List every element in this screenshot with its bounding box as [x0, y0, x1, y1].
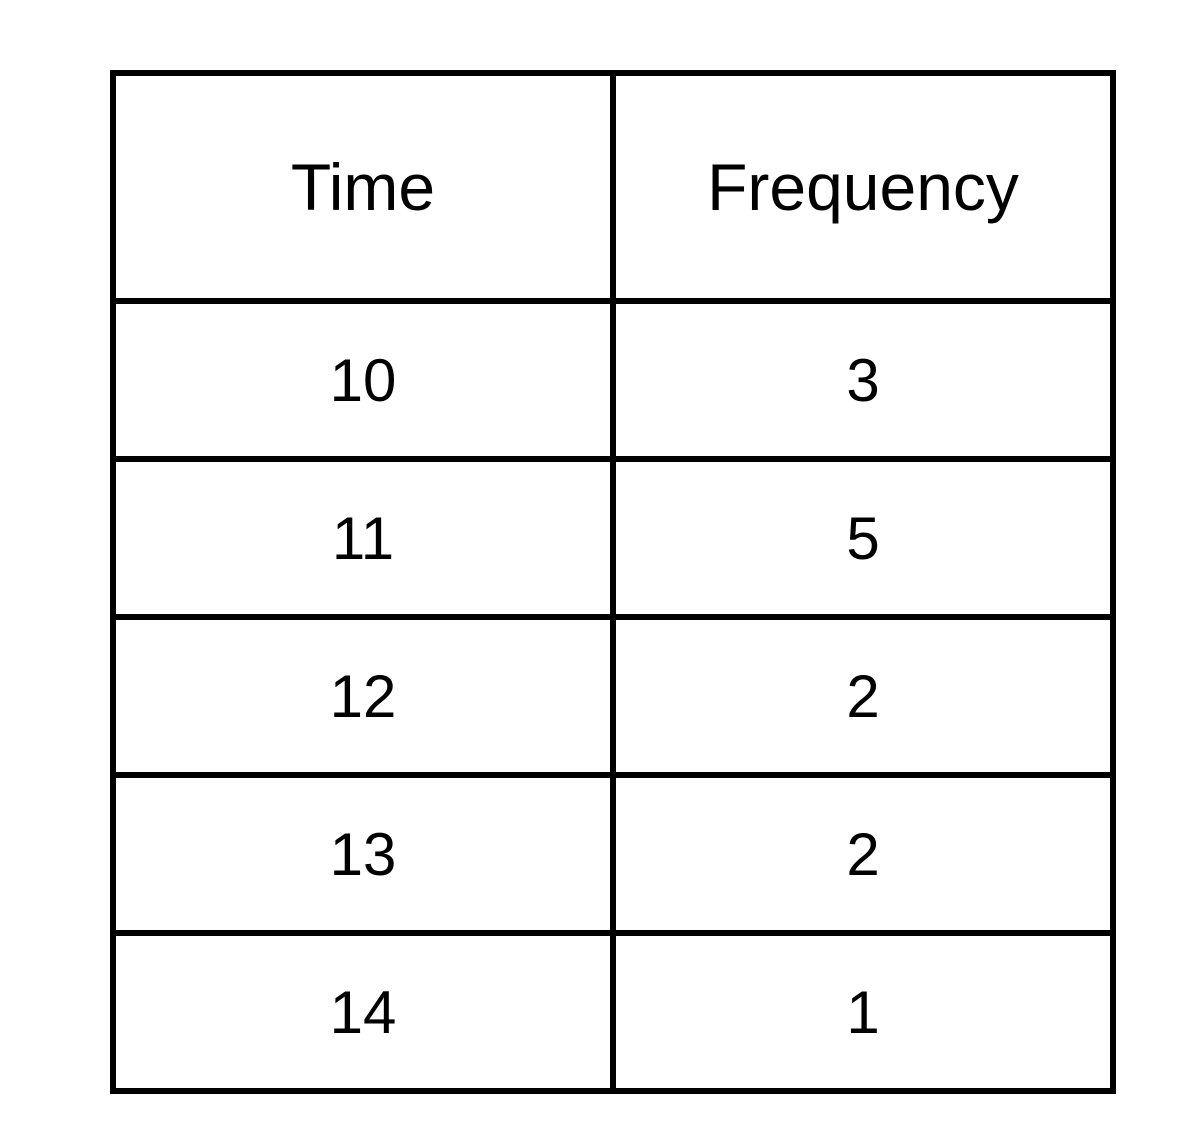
cell-time: 14 — [113, 933, 613, 1091]
cell-time: 12 — [113, 617, 613, 775]
table-row: 12 2 — [113, 617, 1113, 775]
table-row: 13 2 — [113, 775, 1113, 933]
table-row: 10 3 — [113, 301, 1113, 459]
table-header-row: Time Frequency — [113, 73, 1113, 301]
cell-frequency: 5 — [613, 459, 1113, 617]
frequency-table: Time Frequency 10 3 11 5 12 2 13 2 14 — [110, 70, 1116, 1094]
table-row: 14 1 — [113, 933, 1113, 1091]
cell-time: 10 — [113, 301, 613, 459]
cell-frequency: 1 — [613, 933, 1113, 1091]
page: Time Frequency 10 3 11 5 12 2 13 2 14 — [0, 0, 1200, 1132]
col-header-frequency: Frequency — [613, 73, 1113, 301]
col-header-time: Time — [113, 73, 613, 301]
cell-time: 13 — [113, 775, 613, 933]
cell-time: 11 — [113, 459, 613, 617]
cell-frequency: 2 — [613, 617, 1113, 775]
cell-frequency: 2 — [613, 775, 1113, 933]
table-row: 11 5 — [113, 459, 1113, 617]
cell-frequency: 3 — [613, 301, 1113, 459]
